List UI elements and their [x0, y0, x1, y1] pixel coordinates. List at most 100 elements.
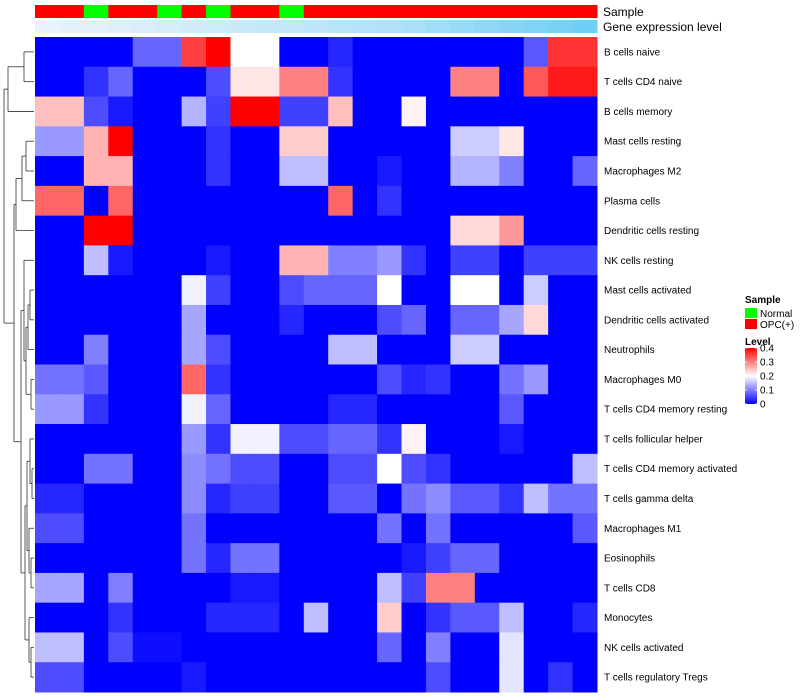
heatmap-cell	[206, 602, 231, 633]
heatmap-cell	[377, 185, 403, 217]
heatmap-cell	[108, 215, 134, 246]
heatmap-cell	[303, 424, 329, 455]
row-label: T cells follicular helper	[604, 434, 703, 445]
heatmap-cell	[254, 334, 280, 365]
heatmap-cell	[35, 156, 60, 187]
heatmap-cell	[206, 513, 231, 544]
heatmap-cell	[572, 245, 598, 276]
heatmap-cell	[83, 364, 109, 395]
heatmap-cell	[132, 126, 158, 157]
heatmap-cell	[157, 37, 183, 68]
heatmap-cell	[254, 513, 280, 544]
heatmap-cell	[132, 66, 158, 98]
heatmap-cell	[450, 126, 476, 157]
heatmap-cell	[401, 394, 427, 425]
heatmap-cell	[523, 275, 549, 306]
annotation-cell	[572, 20, 598, 33]
heatmap-cell	[108, 483, 134, 514]
heatmap-cell	[230, 424, 256, 455]
heatmap-cell	[328, 632, 354, 663]
heatmap-cell	[157, 185, 183, 217]
heatmap-cell	[279, 543, 305, 574]
heatmap-cell	[450, 215, 476, 246]
heatmap-cell	[59, 364, 85, 395]
heatmap-cell	[548, 632, 574, 663]
heatmap-cell	[523, 156, 549, 187]
heatmap-cell	[83, 602, 109, 633]
heatmap-cell	[328, 602, 354, 633]
heatmap-cell	[499, 632, 525, 663]
heatmap-cell	[474, 483, 500, 514]
heatmap-cell	[230, 304, 256, 336]
heatmap-cell	[83, 304, 109, 336]
annotation-cell	[523, 5, 549, 18]
heatmap-cell	[425, 245, 451, 276]
heatmap-cell	[572, 304, 598, 336]
annotation-cell	[206, 20, 231, 33]
heatmap-cell	[132, 156, 158, 187]
heatmap-cell	[377, 156, 403, 187]
heatmap-cell	[401, 543, 427, 574]
heatmap-cell	[279, 394, 305, 425]
heatmap-cell	[572, 424, 598, 455]
heatmap-cell	[157, 483, 183, 514]
annotation-cell	[279, 20, 305, 33]
heatmap-cell	[303, 156, 329, 187]
heatmap-cell	[352, 453, 378, 485]
heatmap-cell	[450, 37, 476, 68]
legend-label: OPC(+)	[760, 320, 794, 331]
annotation-cell	[59, 20, 85, 33]
heatmap-cell	[352, 304, 378, 336]
annotation-cell	[548, 20, 574, 33]
heatmap-cell	[352, 632, 378, 663]
heatmap-cell	[254, 602, 280, 633]
heatmap-cell	[230, 96, 256, 127]
heatmap-cell	[254, 185, 280, 217]
heatmap-cell	[401, 572, 427, 604]
heatmap-cell	[352, 215, 378, 246]
heatmap-cell	[450, 572, 476, 604]
heatmap-cell	[206, 96, 231, 127]
heatmap-cell	[425, 185, 451, 217]
heatmap-cell	[59, 156, 85, 187]
heatmap-cell	[230, 602, 256, 633]
heatmap-cell	[157, 215, 183, 246]
row-label: B cells memory	[604, 107, 672, 118]
heatmap-cell	[377, 572, 403, 604]
heatmap-cell	[425, 424, 451, 455]
legend-title-level: Level	[745, 337, 771, 348]
heatmap-cell	[572, 394, 598, 425]
heatmap-cell	[450, 662, 476, 693]
heatmap-cell	[425, 543, 451, 574]
heatmap-cell	[181, 394, 207, 425]
heatmap-cell	[548, 156, 574, 187]
heatmap-cell	[572, 543, 598, 574]
annotation-cell	[59, 5, 85, 18]
heatmap-cell	[377, 96, 403, 127]
heatmap-cell	[425, 96, 451, 127]
heatmap-cell	[254, 275, 280, 306]
heatmap-cell	[377, 483, 403, 514]
heatmap-cell	[328, 364, 354, 395]
heatmap-cell	[83, 394, 109, 425]
annotation-cell	[230, 20, 256, 33]
annotation-cell	[108, 5, 134, 18]
row-label: T cells CD4 naive	[604, 77, 683, 88]
heatmap-cell	[377, 543, 403, 574]
heatmap-cell	[328, 543, 354, 574]
heatmap-cell	[572, 96, 598, 127]
heatmap-cell	[279, 96, 305, 127]
annotation-cell	[132, 20, 158, 33]
heatmap-cell	[230, 245, 256, 276]
heatmap-cell	[157, 275, 183, 306]
heatmap-cell	[450, 96, 476, 127]
legend-swatch	[745, 319, 757, 329]
heatmap-cell	[450, 632, 476, 663]
row-label: Neutrophils	[604, 345, 655, 356]
heatmap-cell	[59, 275, 85, 306]
heatmap-cell	[352, 66, 378, 98]
heatmap-cell	[108, 334, 134, 365]
heatmap-cell	[474, 394, 500, 425]
heatmap-cell	[450, 334, 476, 365]
heatmap-cell	[352, 245, 378, 276]
